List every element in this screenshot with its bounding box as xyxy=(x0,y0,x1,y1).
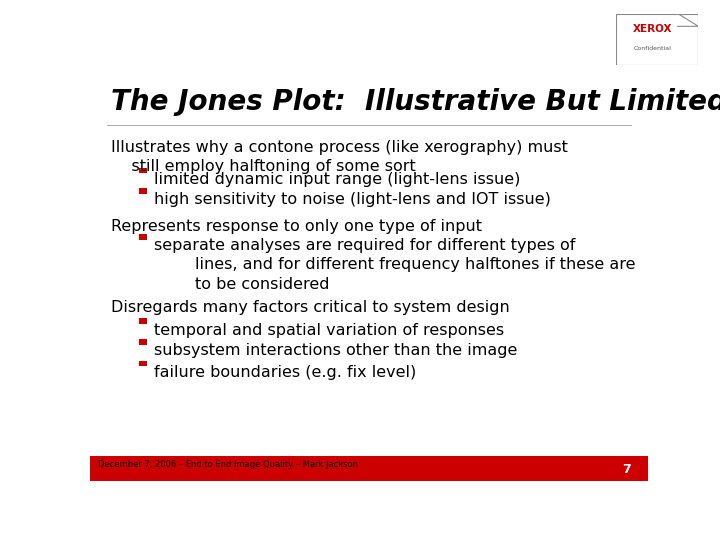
Bar xyxy=(139,339,147,345)
Bar xyxy=(90,456,648,481)
Text: separate analyses are required for different types of
        lines, and for dif: separate analyses are required for diffe… xyxy=(154,238,636,292)
Text: XEROX: XEROX xyxy=(633,24,672,34)
Text: failure boundaries (e.g. fix level): failure boundaries (e.g. fix level) xyxy=(154,365,416,380)
Text: The Jones Plot:  Illustrative But Limited: The Jones Plot: Illustrative But Limited xyxy=(111,87,720,116)
Text: temporal and spatial variation of responses: temporal and spatial variation of respon… xyxy=(154,322,504,338)
Bar xyxy=(139,361,147,366)
Text: high sensitivity to noise (light-lens and IOT issue): high sensitivity to noise (light-lens an… xyxy=(154,192,551,207)
Bar xyxy=(139,318,147,324)
Text: 7: 7 xyxy=(623,463,631,476)
Text: subsystem interactions other than the image: subsystem interactions other than the im… xyxy=(154,343,518,359)
Bar xyxy=(139,188,147,194)
Bar xyxy=(139,234,147,240)
Text: Confidential: Confidential xyxy=(634,46,672,51)
Bar xyxy=(139,168,147,173)
Text: December 7, 2006 – End to End Image Quality – Mark Jackson: December 7, 2006 – End to End Image Qual… xyxy=(99,460,359,469)
Text: Illustrates why a contone process (like xerography) must
    still employ halfto: Illustrates why a contone process (like … xyxy=(111,140,568,174)
Text: Disregards many factors critical to system design: Disregards many factors critical to syst… xyxy=(111,300,510,315)
Text: limited dynamic input range (light-lens issue): limited dynamic input range (light-lens … xyxy=(154,172,521,187)
Text: Represents response to only one type of input: Represents response to only one type of … xyxy=(111,219,482,234)
